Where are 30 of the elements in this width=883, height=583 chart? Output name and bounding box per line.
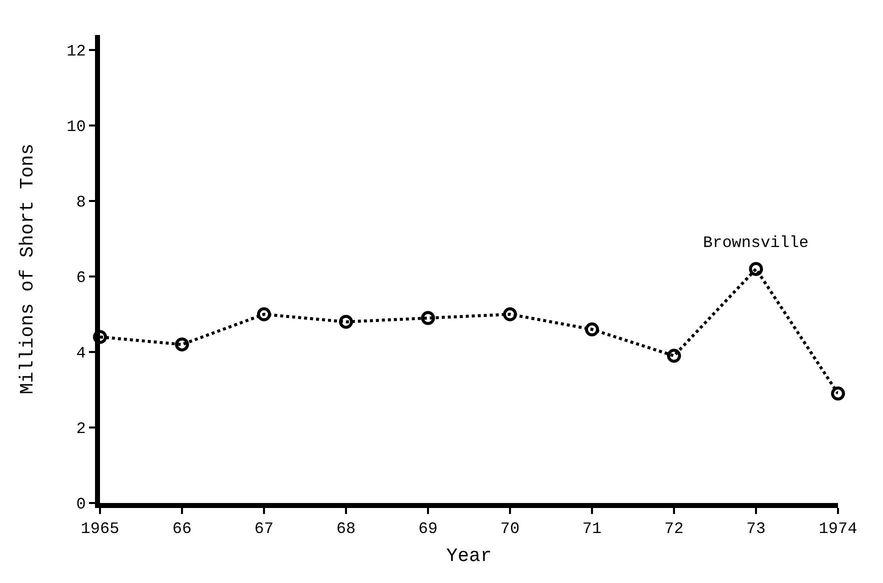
y-axis-title: Millions of Short Tons: [16, 144, 38, 394]
point: [421, 311, 435, 326]
y-tick-label: 2: [76, 420, 86, 438]
point: [175, 337, 189, 352]
x-tick-label: 67: [254, 520, 274, 538]
y-tick-label: 12: [66, 42, 86, 61]
x-tick-label: 1974: [818, 520, 858, 538]
x-tick-label: 71: [582, 520, 602, 538]
x-tick-label: 69: [418, 520, 438, 538]
x-tick-label: 70: [500, 520, 520, 538]
x-axis-title: Year: [446, 545, 492, 567]
point: [339, 314, 353, 329]
point: [749, 262, 763, 276]
point: [257, 307, 271, 322]
y-tick-label: 4: [76, 344, 86, 363]
point: [503, 307, 517, 322]
x-tick-label: 73: [746, 520, 766, 538]
annotation: Brownsville: [703, 234, 809, 252]
point: [585, 322, 599, 336]
point: [831, 386, 845, 401]
point: [667, 348, 681, 363]
x-tick-label: 66: [172, 520, 192, 538]
point: [93, 330, 107, 344]
y-tick-label: 6: [76, 269, 86, 288]
x-tick-label: 72: [664, 520, 684, 538]
x-tick-label: 1965: [80, 520, 120, 538]
y-tick-label: 0: [76, 496, 86, 514]
x-tick-label: 68: [336, 520, 356, 538]
y-tick-label: 10: [66, 118, 86, 136]
y-tick-label: 8: [76, 194, 86, 212]
